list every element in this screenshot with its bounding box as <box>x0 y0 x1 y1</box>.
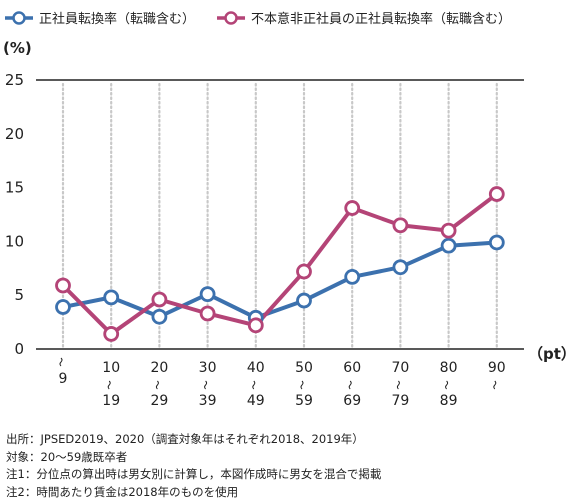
data-point-s0-0 <box>57 301 70 314</box>
legend-marker-1 <box>226 13 237 24</box>
x-axis-label: （pt） <box>528 345 574 363</box>
data-point-s1-7 <box>394 219 407 232</box>
note-target: 対象：20～59歳既卒者 <box>6 449 381 467</box>
x-tick-bottom-4: 49 <box>247 393 265 409</box>
data-point-s1-3 <box>201 307 214 320</box>
x-tick-top-8: 80 <box>440 360 458 376</box>
chart-notes: 出所：JPSED2019、2020（調査対象年はそれぞれ2018、2019年） … <box>6 431 381 501</box>
x-tick-top-1: 10 <box>102 360 120 376</box>
x-tick-range-mark-6 <box>349 381 351 389</box>
x-tick-range-mark-5 <box>301 381 303 389</box>
data-point-s0-8 <box>442 239 455 252</box>
x-tick-bottom-3: 39 <box>199 393 217 409</box>
data-point-s1-1 <box>105 327 118 340</box>
x-tick-bottom-5: 59 <box>295 393 313 409</box>
data-point-s1-0 <box>57 279 70 292</box>
x-tick-top-5: 50 <box>295 360 313 376</box>
data-point-s0-2 <box>153 310 166 323</box>
y-tick-label-20: 20 <box>5 125 24 143</box>
x-tick-top-3: 30 <box>199 360 217 376</box>
x-tick-range-mark-1 <box>108 381 110 389</box>
x-tick-top-6: 60 <box>343 360 361 376</box>
data-point-s1-6 <box>346 202 359 215</box>
series-line-0 <box>63 242 497 317</box>
data-point-s1-5 <box>298 265 311 278</box>
note-1: 注1：分位点の算出時は男女別に計算し，本図作成時に男女を混合で掲載 <box>6 466 381 484</box>
x-tick-bottom-7: 79 <box>391 393 409 409</box>
x-tick-bottom-1: 19 <box>102 393 120 409</box>
x-tick-bottom-0: 9 <box>59 371 68 387</box>
x-tick-range-mark-7 <box>397 381 399 389</box>
y-tick-label-0: 0 <box>14 340 24 358</box>
x-tick-top-9: 90 <box>488 360 506 376</box>
data-point-s1-4 <box>249 319 262 332</box>
data-point-s0-5 <box>298 294 311 307</box>
y-axis-label: (%) <box>3 39 32 57</box>
legend-label-1: 不本意非正社員の正社員転換率（転職含む） <box>251 11 511 27</box>
y-tick-label-5: 5 <box>14 286 24 304</box>
data-point-s1-9 <box>490 188 503 201</box>
data-point-s1-8 <box>442 224 455 237</box>
data-point-s0-3 <box>201 288 214 301</box>
data-point-s0-9 <box>490 236 503 249</box>
legend-label-0: 正社員転換率（転職含む） <box>39 11 195 27</box>
note-source: 出所：JPSED2019、2020（調査対象年はそれぞれ2018、2019年） <box>6 431 381 449</box>
x-tick-top-4: 40 <box>247 360 265 376</box>
x-tick-range-mark-2 <box>156 381 158 389</box>
x-tick-bottom-6: 69 <box>343 393 361 409</box>
y-tick-label-25: 25 <box>5 71 24 89</box>
x-tick-top-2: 20 <box>150 360 168 376</box>
series-line-1 <box>63 194 497 334</box>
x-tick-bottom-8: 89 <box>440 393 458 409</box>
x-tick-range-mark-8 <box>446 381 448 389</box>
x-tick-range-mark-4 <box>253 381 255 389</box>
y-tick-label-15: 15 <box>5 179 24 197</box>
x-tick-bottom-2: 29 <box>150 393 168 409</box>
x-tick-range-mark-3 <box>205 381 207 389</box>
note-2: 注2：時間あたり賃金は2018年のものを使用 <box>6 484 381 501</box>
data-point-s1-2 <box>153 293 166 306</box>
y-tick-label-10: 10 <box>5 232 24 250</box>
data-point-s0-6 <box>346 270 359 283</box>
data-point-s0-7 <box>394 261 407 274</box>
x-tick-range-mark-9 <box>494 381 496 389</box>
x-tick-range-mark-0 <box>60 358 62 366</box>
x-tick-top-7: 70 <box>391 360 409 376</box>
data-point-s0-1 <box>105 291 118 304</box>
legend-marker-0 <box>14 13 25 24</box>
